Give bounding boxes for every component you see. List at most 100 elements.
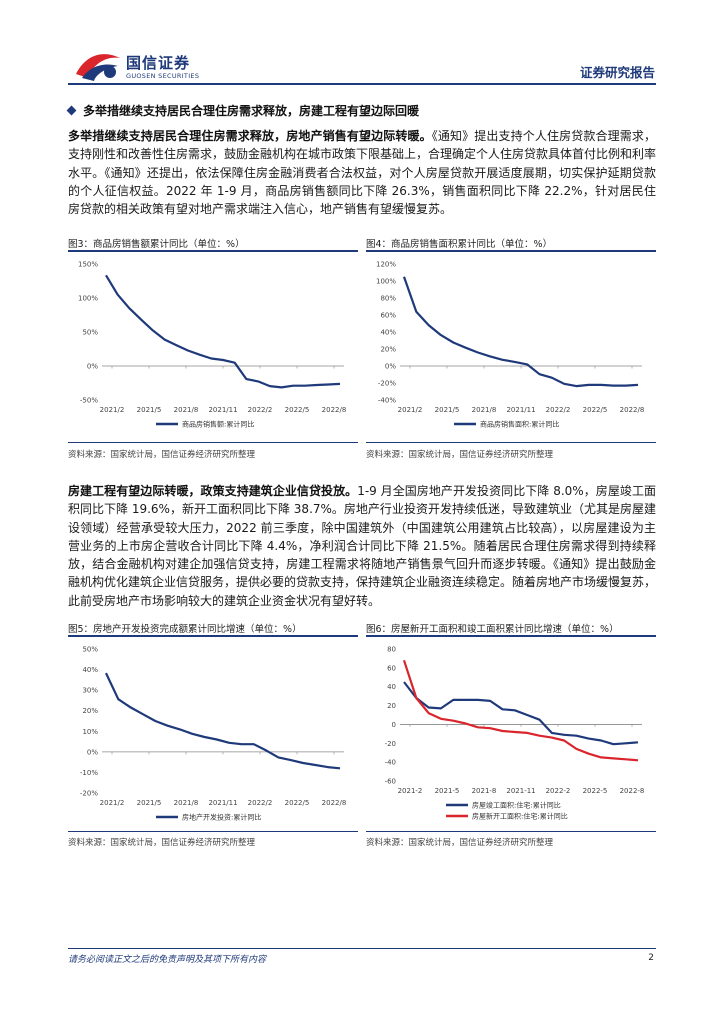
x-tick-label: 2021/2 xyxy=(100,406,125,414)
x-tick-label: 2022/5 xyxy=(583,406,608,414)
page-number: 2 xyxy=(648,953,654,963)
x-tick-label: 2021/5 xyxy=(137,406,162,414)
x-tick-label: 2021-2 xyxy=(398,787,423,795)
y-tick-label: -20% xyxy=(80,790,98,798)
y-tick-label: 50% xyxy=(82,329,98,337)
legend-label: 房屋新开工面积:住宅:累计同比 xyxy=(472,812,568,821)
page-header: 国信证券 GUOSEN SECURITIES 证券研究报告 xyxy=(0,0,724,90)
paragraph-body: 1-9 月全国房地产开发投资同比下降 8.0%，房屋竣工面积同比下降 19.6%… xyxy=(68,484,657,608)
y-tick-label: 20% xyxy=(82,707,98,715)
x-tick-label: 2021/8 xyxy=(174,406,199,414)
section-heading: 多举措继续支持居民合理住房需求释放，房建工程有望边际回暖 xyxy=(66,102,656,119)
x-tick-label: 2022/5 xyxy=(285,799,310,807)
x-tick-label: 2022-5 xyxy=(583,787,608,795)
x-tick-label: 2022-8 xyxy=(620,787,645,795)
paragraph-lead: 多举措继续支持居民合理住房需求释放，房地产销售有望边际转暖。 xyxy=(68,129,432,143)
x-tick-label: 2022/2 xyxy=(248,406,273,414)
figure-4: 图4：商品房销售面积累计同比（单位：%） 120% 100% 80% 60% 40% 20… xyxy=(366,236,656,460)
chart-sales-area: 120% 100% 80% 60% 40% 20% 0% -20% -40%2021/2 2021… xyxy=(376,261,645,429)
section-heading-text: 多举措继续支持居民合理住房需求释放，房建工程有望边际回暖 xyxy=(83,104,420,118)
y-tick-label: 120% xyxy=(376,261,396,269)
legend-label: 房屋竣工面积:住宅:累计同比 xyxy=(472,801,561,810)
header-divider xyxy=(68,83,656,85)
y-tick-label: -40% xyxy=(378,397,396,405)
paragraph-housing-demand: 多举措继续支持居民合理住房需求释放，房地产销售有望边际转暖。《通知》提出支持个人… xyxy=(68,127,656,219)
x-tick-label: 2021/2 xyxy=(100,799,125,807)
paragraph-lead: 房建工程有望边际转暖，政策支持建筑企业信贷投放。 xyxy=(68,484,358,498)
figure-bottom-rule xyxy=(366,442,656,443)
figure-top-rule xyxy=(366,635,656,637)
y-tick-label: -10% xyxy=(80,769,98,777)
figure-title: 图4：商品房销售面积累计同比（单位：%） xyxy=(366,239,553,250)
x-tick-label: 2022/8 xyxy=(322,799,347,807)
x-tick-label: 2021-5 xyxy=(435,787,460,795)
y-tick-label: 60% xyxy=(380,312,396,320)
x-tick-label: 2021/11 xyxy=(506,406,535,414)
figure-top-rule xyxy=(68,635,358,637)
x-tick-label: 2021/5 xyxy=(435,406,460,414)
x-tick-label: 2021-8 xyxy=(472,787,497,795)
x-tick-label: 2021/11 xyxy=(208,799,237,807)
y-tick-label: 40% xyxy=(380,329,396,337)
guosen-logo-icon xyxy=(76,54,120,81)
y-tick-label: 20 xyxy=(387,702,396,710)
figure-source: 资料来源：国家统计局，国信证券经济研究所整理 xyxy=(366,450,554,460)
x-tick-label: 2021/2 xyxy=(398,406,423,414)
x-tick-label: 2021/11 xyxy=(208,406,237,414)
y-tick-label: -20 xyxy=(385,740,396,748)
report-type-label: 证券研究报告 xyxy=(579,65,655,80)
x-tick-label: 2022/8 xyxy=(620,406,645,414)
diamond-bullet-icon xyxy=(66,105,77,116)
x-tick-label: 2022/5 xyxy=(285,406,310,414)
y-tick-label: 40 xyxy=(387,683,396,691)
y-tick-label: 60 xyxy=(387,664,396,672)
figure-top-rule xyxy=(68,250,358,252)
y-tick-label: 50% xyxy=(82,646,98,654)
paragraph-construction: 房建工程有望边际转暖，政策支持建筑企业信贷投放。1-9 月全国房地产开发投资同比… xyxy=(68,482,656,608)
x-tick-label: 2021/5 xyxy=(137,799,162,807)
figure-top-rule xyxy=(366,250,656,252)
chart-sales-value: 150% 100% 50% 0% -50%2021/2 2021/5 2021/8 2021/… xyxy=(78,261,347,429)
y-tick-label: -20% xyxy=(378,380,396,388)
legend-label: 商品房销售面积:累计同比 xyxy=(480,420,559,429)
paragraph-body: 《通知》提出支持个人住房贷款合理需求，支持刚性和改善性住房需求，鼓励金融机构在城… xyxy=(68,129,657,217)
x-tick-label: 2022/8 xyxy=(322,406,347,414)
figure-bottom-rule xyxy=(366,831,656,832)
y-tick-label: 80 xyxy=(387,646,396,654)
x-tick-label: 2021-11 xyxy=(506,787,535,795)
y-tick-label: 100% xyxy=(376,278,396,286)
series-line-1 xyxy=(403,681,639,746)
series-line-1 xyxy=(402,276,639,388)
y-tick-label: 150% xyxy=(78,261,98,269)
figure-title: 图3：商品房销售额累计同比（单位：%） xyxy=(68,239,245,250)
company-name-en: GUOSEN SECURITIES xyxy=(126,72,200,80)
y-tick-label: 30% xyxy=(82,687,98,695)
legend-label: 商品房销售额:累计同比 xyxy=(182,420,254,429)
y-tick-label: -60 xyxy=(385,778,396,786)
y-tick-label: 0 xyxy=(392,721,396,729)
y-tick-label: 40% xyxy=(82,666,98,674)
figure-title: 图5：房地产开发投资完成额累计同比增速（单位：%） xyxy=(68,624,302,635)
x-tick-label: 2022/2 xyxy=(546,406,571,414)
x-tick-label: 2022/2 xyxy=(248,799,273,807)
y-tick-label: 0% xyxy=(87,748,98,756)
y-tick-label: -40 xyxy=(385,759,396,767)
x-tick-label: 2021/8 xyxy=(174,799,199,807)
legend-label: 房地产开发投资:累计同比 xyxy=(182,813,261,822)
y-tick-label: 10% xyxy=(82,728,98,736)
figure-title: 图6：房屋新开工面积和竣工面积累计同比增速（单位：%） xyxy=(366,624,619,635)
x-tick-label: 2022-2 xyxy=(546,787,571,795)
figure-source: 资料来源：国家统计局，国信证券经济研究所整理 xyxy=(68,450,256,460)
figure-bottom-rule xyxy=(68,831,358,832)
series-line-2 xyxy=(402,659,639,762)
figure-3: 图3：商品房销售额累计同比（单位：%） 150% 100% 50% 0% -50% 202… xyxy=(68,236,358,460)
y-tick-label: 20% xyxy=(380,346,396,354)
x-tick-label: 2021/8 xyxy=(472,406,497,414)
y-tick-label: 0% xyxy=(87,363,98,371)
figure-source: 资料来源：国家统计局，国信证券经济研究所整理 xyxy=(68,838,256,848)
y-tick-label: 80% xyxy=(380,295,396,303)
figure-bottom-rule xyxy=(68,442,358,443)
footer-disclaimer: 请务必阅读正文之后的免责声明及其项下所有内容 xyxy=(68,955,267,965)
company-name-cn: 国信证券 xyxy=(126,54,191,72)
